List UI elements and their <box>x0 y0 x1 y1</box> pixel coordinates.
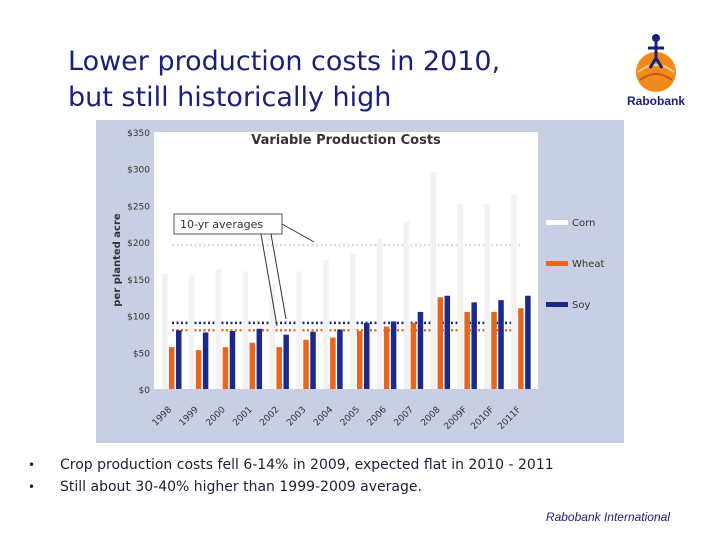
bar-soy <box>390 321 397 389</box>
bar-wheat <box>330 337 336 389</box>
bar-corn <box>269 283 275 389</box>
bar-soy <box>417 311 424 389</box>
bar-wheat <box>437 297 444 389</box>
bar-soy <box>498 300 504 389</box>
y-tick-label: $200 <box>127 239 150 249</box>
bar-soy <box>176 330 182 389</box>
chart-title: Variable Production Costs <box>251 133 441 148</box>
y-tick-label: $50 <box>133 349 150 359</box>
legend-swatch-wheat <box>546 261 568 266</box>
bar-corn <box>511 195 517 389</box>
bar-wheat <box>410 322 417 389</box>
legend-label-wheat: Wheat <box>572 259 605 270</box>
bar-wheat <box>195 350 202 389</box>
annotation-text: 10-yr averages <box>180 218 263 231</box>
bar-wheat <box>249 342 256 389</box>
bar-soy <box>444 295 451 389</box>
bullet-item: • Crop production costs fell 6-14% in 20… <box>28 454 708 476</box>
bar-wheat <box>303 339 309 389</box>
title-line-2: but still historically high <box>68 82 392 113</box>
y-tick-label: $0 <box>139 386 151 396</box>
bullet-marker: • <box>28 458 36 472</box>
annotation-arrow-corn <box>281 223 315 243</box>
bar-wheat <box>383 326 390 389</box>
bar-corn <box>403 221 410 389</box>
bar-wheat <box>357 330 363 389</box>
bar-corn <box>376 238 383 389</box>
y-tick-label: $100 <box>127 313 150 323</box>
bar-corn <box>188 275 195 389</box>
bullet-list: • Crop production costs fell 6-14% in 20… <box>28 454 708 498</box>
legend-swatch-soy <box>546 302 568 307</box>
bullet-text: Crop production costs fell 6-14% in 2009… <box>60 457 554 473</box>
bar-soy <box>283 334 289 389</box>
bar-soy <box>364 322 370 389</box>
bar-soy <box>310 331 316 389</box>
annotation-group: 10-yr averages <box>173 213 315 327</box>
bar-soy <box>471 302 477 389</box>
bar-corn <box>162 273 168 389</box>
bar-corn <box>430 172 437 389</box>
bullet-text: Still about 30-40% higher than 1999-2009… <box>60 479 422 495</box>
y-tick-label: $300 <box>127 166 150 176</box>
bar-corn <box>323 260 329 389</box>
legend-label-soy: Soy <box>572 300 590 311</box>
logo-emblem-icon <box>636 34 676 92</box>
bar-corn <box>242 271 249 389</box>
y-axis-label: per planted acre <box>112 213 123 307</box>
chart-container: Variable Production Costs per planted ac… <box>96 120 624 443</box>
annotation-arrow-wheat <box>260 233 278 327</box>
footer-brand: Rabobank International <box>545 510 670 524</box>
y-tick-label: $250 <box>127 202 150 212</box>
logo-text: Rabobank <box>626 94 685 108</box>
bar-soy <box>525 295 531 389</box>
y-tick-label: $350 <box>127 129 150 139</box>
rabobank-logo: Rabobank <box>616 28 696 118</box>
bar-corn <box>350 253 356 389</box>
plot-area <box>154 132 538 389</box>
bar-corn <box>215 269 222 389</box>
bar-wheat <box>464 311 470 389</box>
bar-corn <box>296 271 302 389</box>
bar-wheat <box>276 347 282 389</box>
bar-soy <box>256 328 263 389</box>
bullet-item: • Still about 30-40% higher than 1999-20… <box>28 476 708 498</box>
bar-soy <box>229 330 236 389</box>
legend-label-corn: Corn <box>572 218 595 229</box>
legend-swatch-corn <box>546 220 568 225</box>
bar-wheat <box>222 347 229 389</box>
bar-corn <box>457 203 463 389</box>
bar-wheat <box>169 347 175 389</box>
bar-soy <box>202 332 209 389</box>
bar-wheat <box>518 308 524 389</box>
production-cost-chart: Variable Production Costs per planted ac… <box>96 120 624 443</box>
y-tick-label: $150 <box>127 276 150 286</box>
slide-title: Lower production costs in 2010, but stil… <box>68 44 588 116</box>
annotation-arrow-soy <box>270 233 287 320</box>
bar-corn <box>484 203 490 389</box>
bar-wheat <box>491 311 497 389</box>
bar-soy <box>337 329 343 389</box>
title-line-1: Lower production costs in 2010, <box>68 46 501 77</box>
bullet-marker: • <box>28 480 36 494</box>
